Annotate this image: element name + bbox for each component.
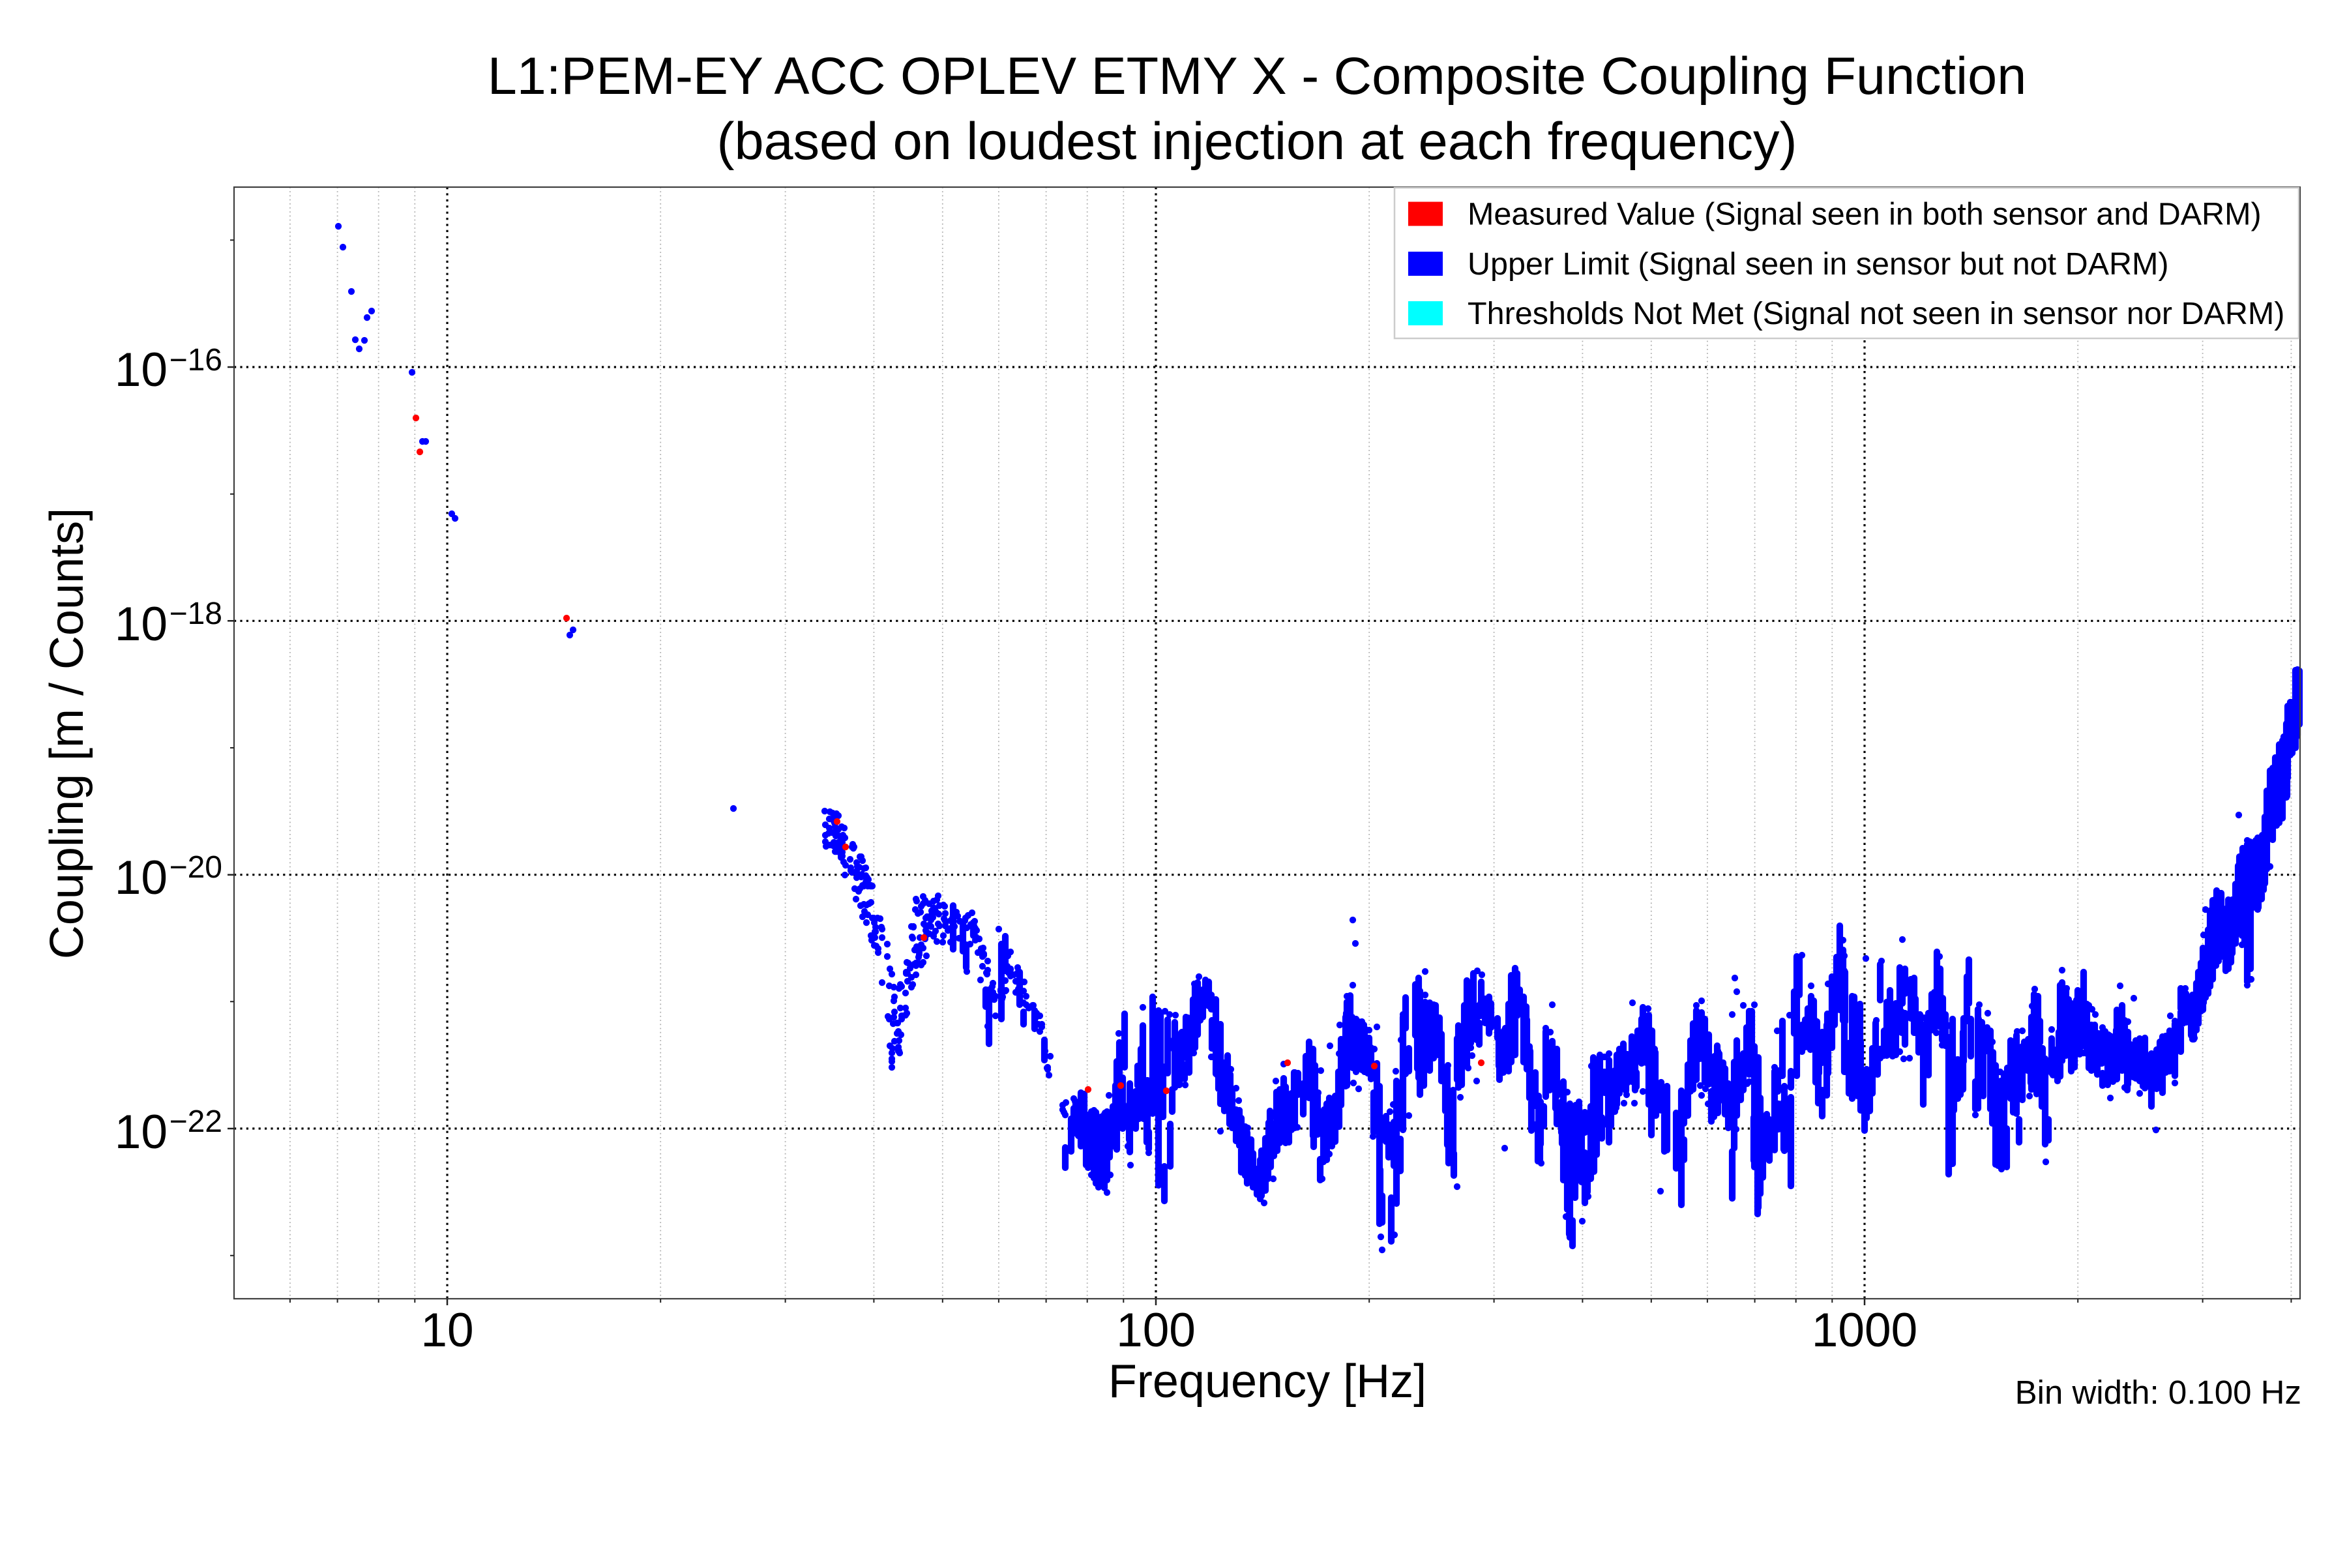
svg-text:10: 10 bbox=[115, 598, 168, 651]
svg-text:−18: −18 bbox=[170, 597, 222, 631]
svg-text:10: 10 bbox=[115, 851, 168, 904]
svg-text:10: 10 bbox=[421, 1304, 473, 1357]
svg-text:100: 100 bbox=[1116, 1304, 1196, 1357]
svg-text:(based on loudest injection at: (based on loudest injection at each freq… bbox=[716, 112, 1797, 171]
svg-text:Frequency [Hz]: Frequency [Hz] bbox=[1108, 1355, 1426, 1408]
svg-text:L1:PEM-EY ACC OPLEV ETMY X - C: L1:PEM-EY ACC OPLEV ETMY X - Composite C… bbox=[488, 47, 2027, 106]
svg-text:10: 10 bbox=[115, 344, 168, 396]
svg-text:1000: 1000 bbox=[1812, 1304, 1917, 1357]
svg-text:−22: −22 bbox=[170, 1104, 222, 1139]
svg-text:10: 10 bbox=[115, 1106, 168, 1159]
svg-text:−20: −20 bbox=[170, 850, 222, 885]
svg-text:Thresholds Not Met (Signal not: Thresholds Not Met (Signal not seen in s… bbox=[1468, 296, 2284, 331]
svg-text:Upper Limit (Signal seen in se: Upper Limit (Signal seen in sensor but n… bbox=[1468, 246, 2169, 282]
svg-text:Bin width: 0.100 Hz: Bin width: 0.100 Hz bbox=[2015, 1374, 2301, 1411]
svg-text:Measured Value (Signal seen in: Measured Value (Signal seen in both sens… bbox=[1468, 197, 2262, 232]
svg-text:Coupling [m / Counts]: Coupling [m / Counts] bbox=[41, 508, 93, 959]
svg-text:−16: −16 bbox=[170, 343, 222, 377]
